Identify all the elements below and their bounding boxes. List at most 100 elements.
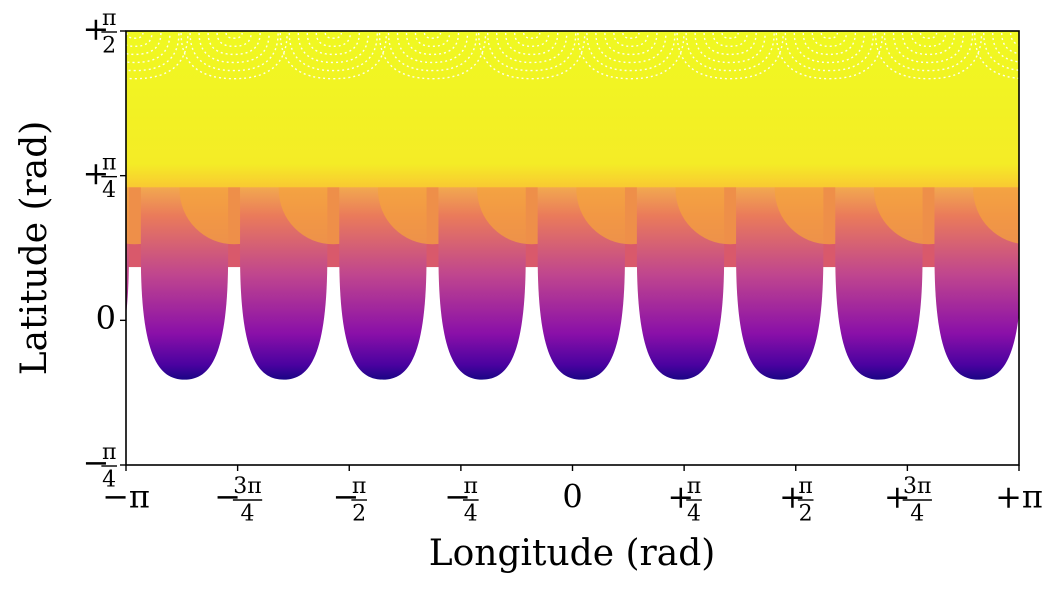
tick-label-sign: + [83,10,110,48]
tick-label: +π [995,478,1043,516]
scallop-arc [685,32,775,72]
scallop-arc [595,32,667,64]
scallop-arc [703,32,757,56]
tick-label: +π2 [779,474,814,526]
tick-label: −π4 [444,474,479,526]
tick-label-numerator: π [102,440,116,465]
tick-label-numerator: π [464,474,478,499]
tick-label-denominator: 2 [102,33,116,58]
scallop-arc [180,32,288,80]
scallop-arc [712,32,748,48]
scallop-arc [514,32,550,48]
tick-label-numerator: 3π [903,474,931,499]
scallop-arc [478,32,586,80]
x-axis-label: Longitude (rad) [429,533,716,574]
scallop-arc [883,32,974,72]
tick-label: 0 [96,299,116,337]
scallop-arc [523,32,541,39]
tick-label-numerator: π [352,474,366,499]
y-axis-label: Latitude (rad) [14,121,55,376]
yellow-region [126,31,1019,188]
scallop-arc [775,32,884,80]
scallop-arc [324,32,343,39]
scallop-arc [604,32,658,56]
tick-label-denominator: 4 [241,501,255,526]
tick-label-sign: + [884,478,911,516]
tick-label-denominator: 4 [102,178,116,203]
tick-label-sign: + [667,478,694,516]
scallop-arc [198,32,270,64]
tick-label-numerator: π [102,6,116,31]
tick-label-sign: − [444,478,471,516]
tick-label: −π2 [333,474,367,526]
tick-label-sign: − [83,444,110,482]
scallop-arc [793,32,866,64]
tick-label: −3π4 [214,474,263,526]
scallop-arc [892,32,965,64]
scallop-arc [1010,32,1019,46]
scallop-arc [279,32,388,80]
tick-label-text: −π [102,478,150,516]
scallop-arc [901,32,956,56]
scallop-arc [802,32,857,56]
scallop-arc [676,32,784,80]
scallop-arc [992,32,1019,63]
tick-label-sign: − [214,478,241,516]
tick-label-denominator: 4 [687,501,701,526]
yellow-band [126,31,1019,188]
tick-label-sign: + [83,154,110,192]
x-axis: −π −3π4 −π2 −π4 0 +π4 +π2 +3π4 +π [102,465,1043,526]
scallop-arc [387,32,478,72]
scallop-arc [496,32,568,64]
tick-label: +π4 [667,474,702,526]
scallop-arc [288,32,379,72]
tick-label: +π4 [83,151,117,203]
scallop-arc [306,32,361,56]
data-lobe [1034,169,1058,379]
tick-label-denominator: 2 [352,501,366,526]
tick-label-numerator: π [687,474,701,499]
tick-label-sign: − [333,478,360,516]
scallop-arc [622,32,640,39]
scallop-arc [613,32,649,48]
tick-label-text: 0 [96,299,116,337]
scallop-arc [414,32,451,48]
scallop-arc [126,32,180,72]
tick-label-denominator: 4 [102,467,116,492]
scallop-arc [784,32,875,72]
scallop-arc [207,32,261,56]
plot-area [126,31,1058,380]
tick-label-text: +π [995,478,1043,516]
tick-label: −π [102,478,150,516]
tick-label-text: 0 [562,478,582,516]
scallop-arc [297,32,370,64]
scallop-arc [189,32,279,72]
scallop-arc [811,32,848,48]
scallop-arc [405,32,460,56]
scallop-arc [874,32,983,80]
scallop-arc [586,32,676,72]
tick-label-sign: + [779,478,806,516]
scallop-arc [694,32,766,64]
tick-label-numerator: 3π [233,474,261,499]
scallop-arc [396,32,469,64]
scallop-arc [577,32,685,80]
tick-label-denominator: 4 [464,501,478,526]
scallop-arc [225,32,243,39]
tick-label: −π4 [83,440,117,492]
scallop-arc [216,32,252,48]
scallop-arc [126,32,162,56]
tick-label-numerator: π [102,151,116,176]
scallop-arc [423,32,442,39]
tick-label-denominator: 2 [799,501,813,526]
scallop-arc [1001,32,1019,55]
scallop-arc [910,32,947,48]
scallop-arc [820,32,839,39]
scallop-dots [126,32,1019,80]
tick-label: +π2 [83,6,117,58]
scallop-arc [378,32,487,80]
y-axis: +π2+π40−π4 [83,6,126,492]
scallop-arc [505,32,559,56]
scallop-arc [721,32,739,39]
